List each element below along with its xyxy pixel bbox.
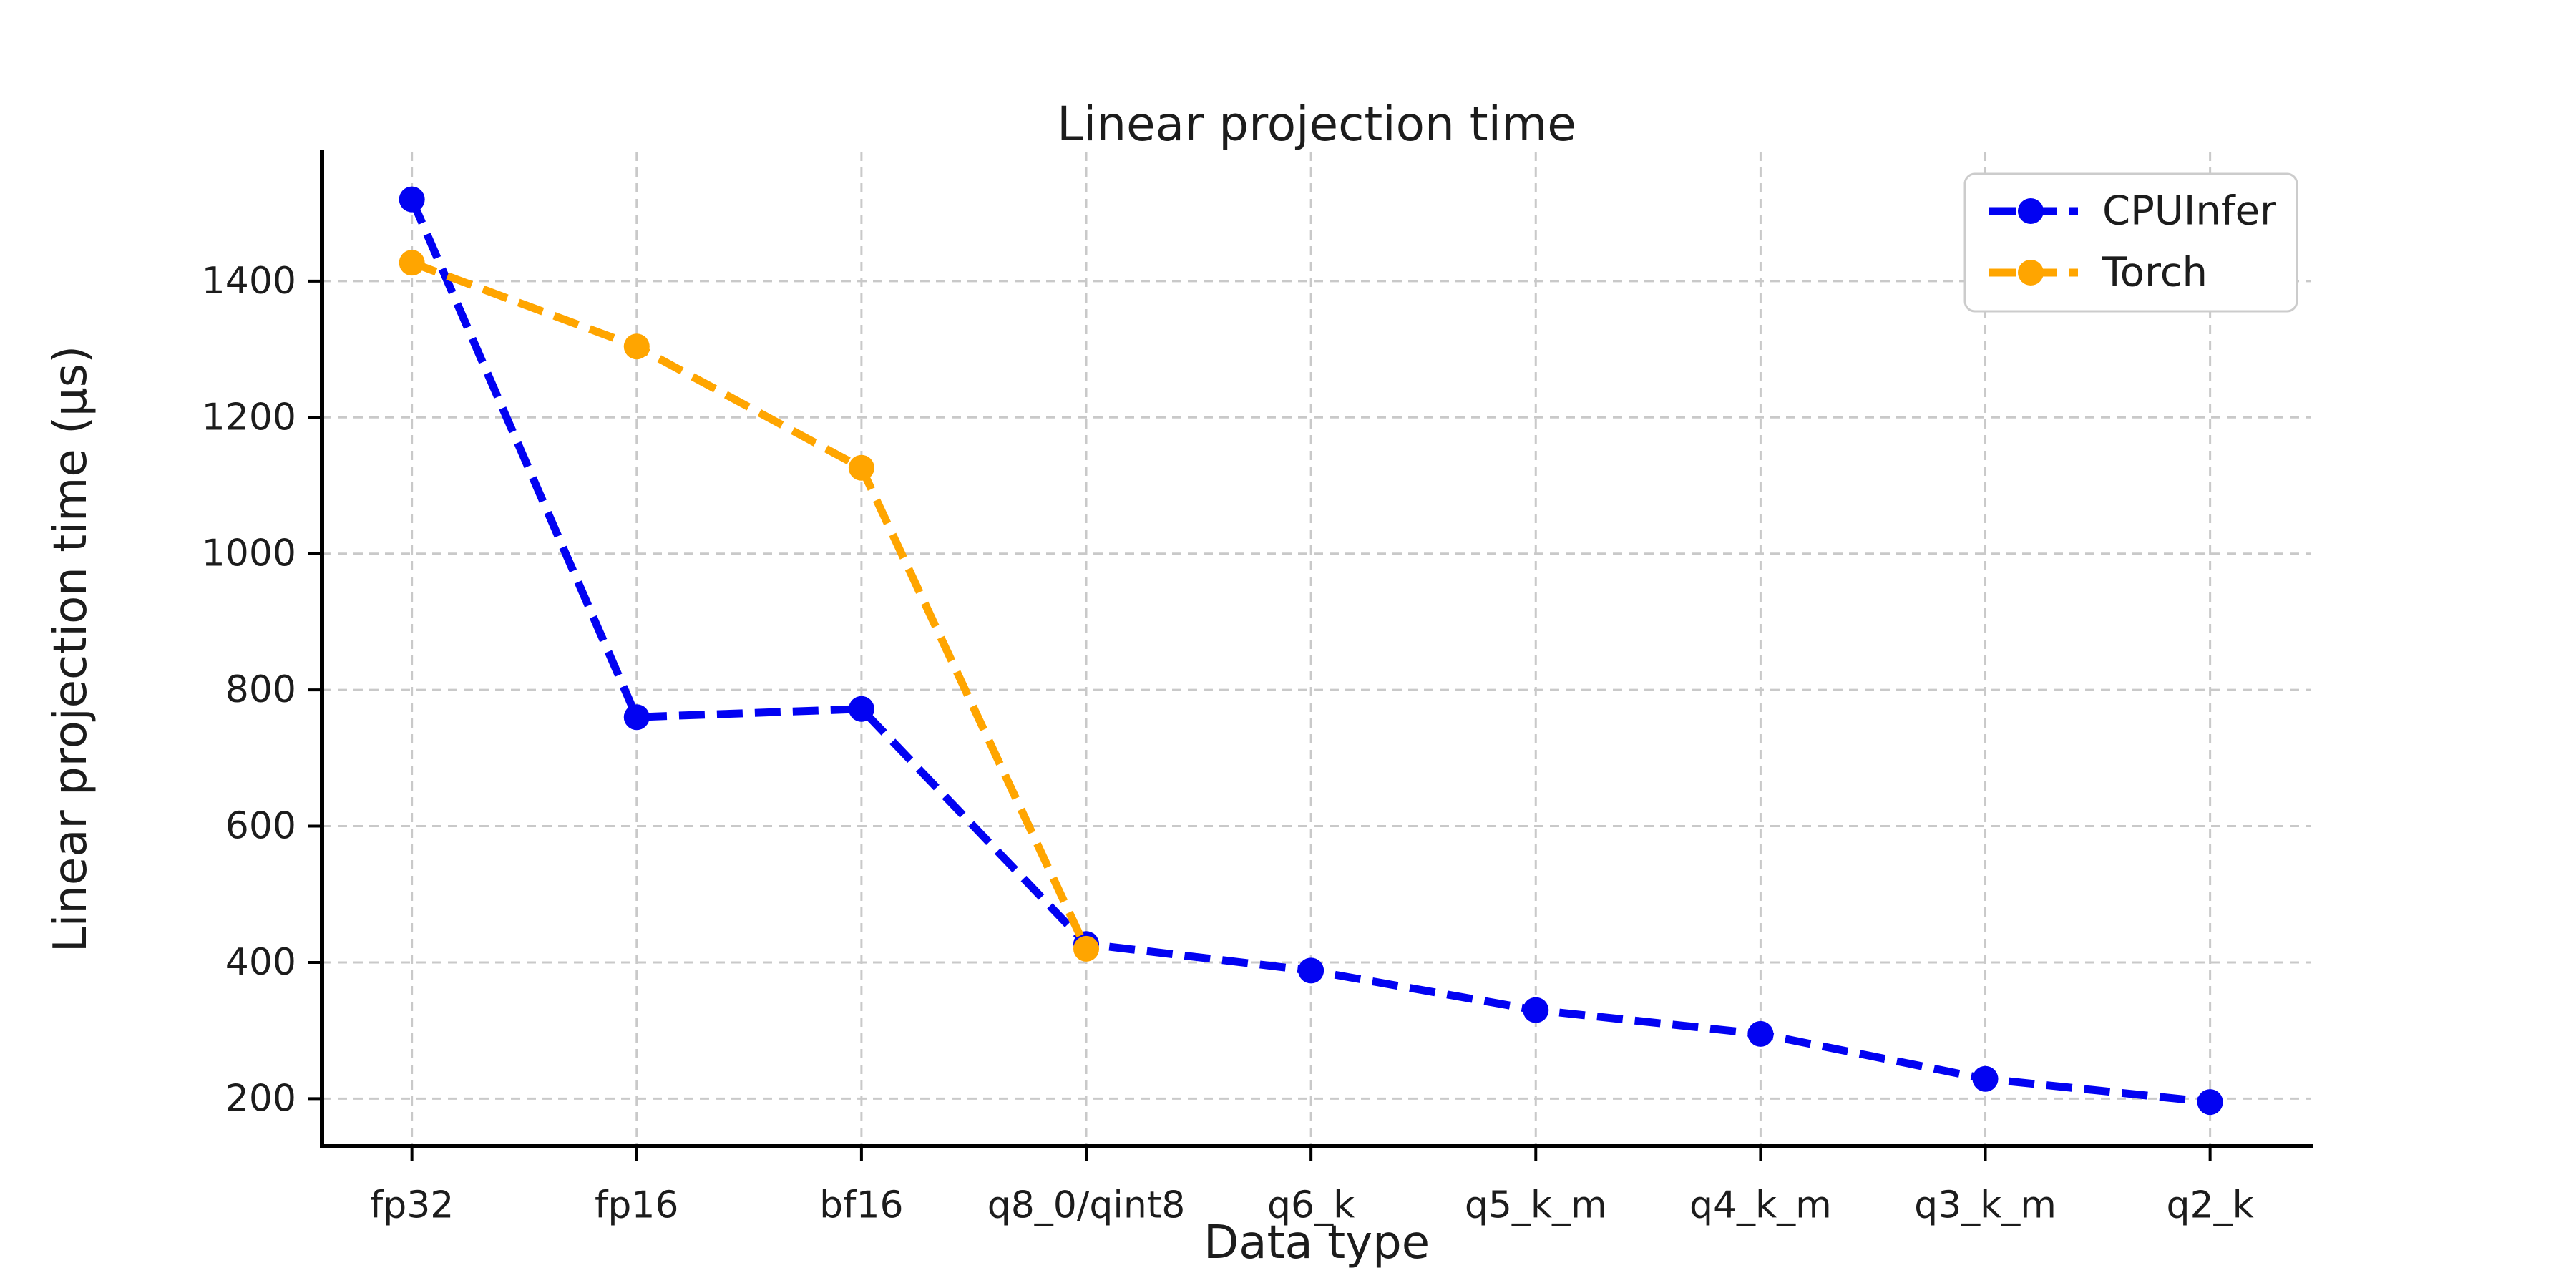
series-line-torch [410,259,1091,951]
legend-label: CPUInfer [2102,188,2277,235]
legend-item-cpuinfer: CPUInfer [1989,188,2277,235]
y-tick-label: 1200 [202,396,296,439]
series-torch [399,250,1100,962]
x-tick-label: fp16 [595,1184,678,1227]
legend: CPUInfer Torch [1963,172,2298,313]
legend-label: Torch [2102,250,2207,296]
y-tick-label: 800 [225,668,296,711]
data-point-cpuinfer [1298,957,1324,984]
data-point-torch [1073,935,1100,962]
y-tick-label: 400 [225,941,296,984]
data-point-cpuinfer [2197,1089,2223,1116]
x-tick-label: q6_k [1267,1184,1355,1227]
y-axis-label: Linear projection time (µs) [44,346,97,952]
x-tick-label: bf16 [819,1184,903,1227]
legend-swatch-marker [2018,198,2044,224]
data-point-torch [399,250,425,276]
x-axis-label: Data type [1204,1216,1430,1269]
tick-marks [308,279,2212,1161]
series-cpuinfer [399,186,2223,1116]
x-tick-label: q4_k_m [1689,1184,1832,1227]
x-tick-label: q5_k_m [1465,1184,1607,1227]
x-tick-label: fp32 [370,1184,454,1227]
data-point-cpuinfer [1972,1065,1999,1092]
y-tick-label: 1000 [202,532,296,575]
legend-swatch-marker [2018,260,2044,286]
x-tick-label: q2_k [2167,1184,2254,1227]
data-point-cpuinfer [1523,997,1549,1023]
data-point-torch [623,333,650,360]
data-point-cpuinfer [1747,1020,1774,1047]
y-tick-label: 600 [225,805,296,848]
data-point-cpuinfer [399,186,425,213]
axes-spines [320,150,2313,1148]
y-tick-label: 200 [225,1077,296,1120]
x-tick-label: q3_k_m [1914,1184,2057,1227]
legend-item-torch: Torch [1989,250,2207,296]
data-point-cpuinfer [848,696,874,722]
data-point-torch [848,454,874,481]
chart-title: Linear projection time [1057,97,1576,152]
y-tick-label: 1400 [202,260,296,303]
x-tick-label: q8_0/qint8 [987,1184,1186,1227]
data-point-cpuinfer [623,704,650,731]
